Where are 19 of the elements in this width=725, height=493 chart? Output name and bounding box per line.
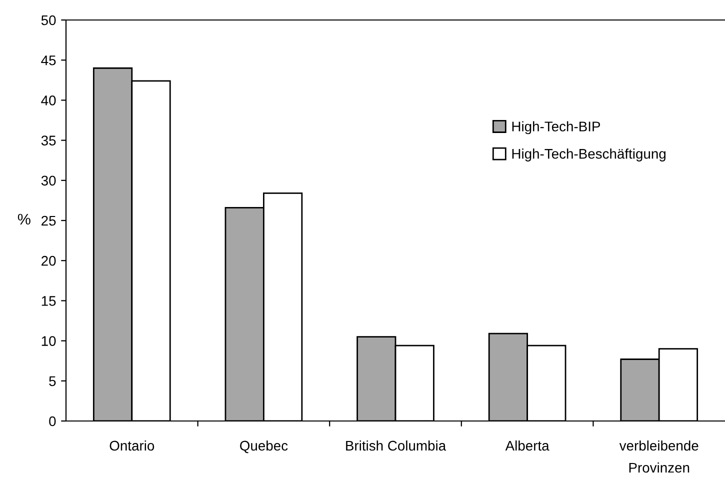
y-tick-label: 5 [49,376,56,386]
y-tick-label: 45 [41,56,56,66]
x-tick-label: British Columbia [346,440,446,451]
x-tick-label: Ontario [110,440,154,451]
y-tick-label: 20 [42,256,56,266]
y-tick-label: 10 [42,336,56,346]
y-tick-label: 25 [42,216,56,226]
x-tick-label: verbleibende Provinzen [619,440,698,473]
y-axis-title: % [18,214,30,225]
y-tick-label: 30 [41,176,56,186]
legend-label: High-Tech-Beschäftigung [512,148,666,162]
y-tick-label: 0 [49,416,56,426]
x-tick-label: Alberta [505,440,550,451]
y-tick-label: 35 [41,136,56,146]
y-tick-label: 50 [41,15,56,26]
y-tick-label: 40 [41,96,56,106]
y-tick-label: 15 [42,296,56,306]
x-tick-label: Quebec [240,440,288,454]
legend-label: High-Tech-BIP [512,121,600,134]
